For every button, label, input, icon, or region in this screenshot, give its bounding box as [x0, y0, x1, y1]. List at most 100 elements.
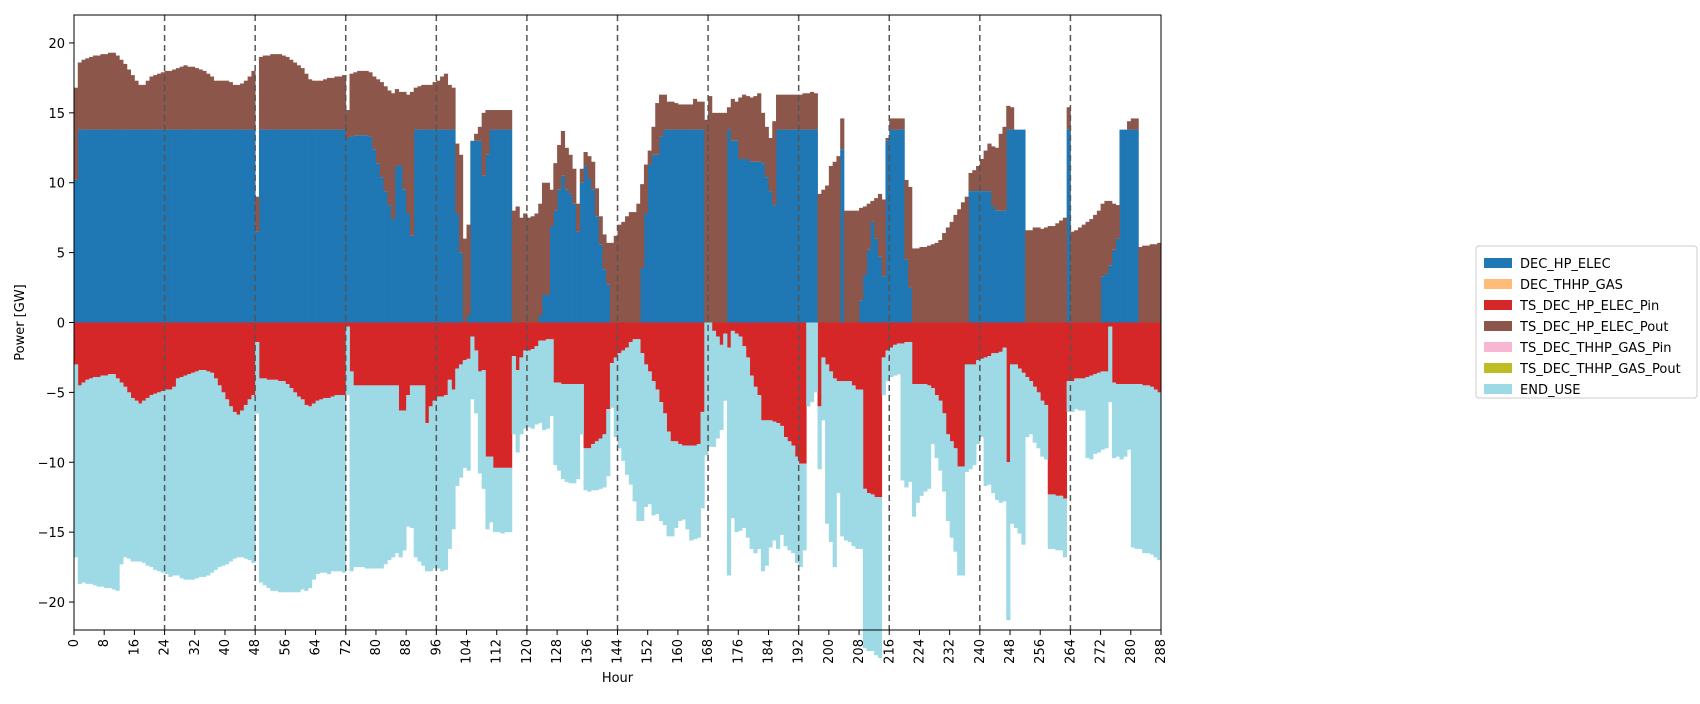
bar-dec_hp_elec [372, 149, 377, 323]
bar-ts_dec_hp_elec_pout [772, 121, 777, 206]
bar-ts_dec_hp_elec_pin [292, 322, 298, 393]
bar-ts_dec_hp_elec_pout [991, 146, 996, 207]
x-axis-title: Hour [602, 671, 634, 686]
bar-ts_dec_hp_elec_pout [885, 138, 890, 141]
bar-end_use [440, 396, 445, 572]
bar-dec_hp_elec [398, 165, 403, 323]
bar-dec_hp_elec [217, 129, 222, 323]
bar-dec_hp_elec [659, 136, 664, 323]
bar-dec_hp_elec [338, 129, 343, 323]
bar-end_use [357, 385, 362, 568]
bar-dec_hp_elec [862, 274, 867, 323]
bar-ts_dec_hp_elec_pin [681, 322, 686, 446]
bar-dec_hp_elec [749, 161, 754, 323]
bar-dec_hp_elec [323, 129, 328, 323]
bar-ts_dec_hp_elec_pin [270, 322, 275, 380]
bar-dec_hp_elec [406, 213, 411, 323]
bar-ts_dec_hp_elec_pin [538, 322, 543, 341]
bar-end_use [1089, 375, 1094, 460]
x-axis-ticks: 0 8 16 24 32 40 48 56 64 72 80 88 96 104 112 120 128 136 1… [67, 630, 1169, 664]
bar-dec_hp_elec [100, 129, 105, 323]
bar-end_use [236, 414, 241, 558]
bar-end_use [138, 403, 143, 562]
bar-dec_hp_elec [881, 276, 886, 323]
bar-ts_dec_hp_elec_pin [591, 322, 596, 445]
bar-ts_dec_hp_elec_pout [451, 87, 456, 130]
bar-ts_dec_hp_elec_pout [904, 179, 909, 260]
bar-end_use [270, 379, 275, 591]
bar-ts_dec_hp_elec_pout [674, 103, 679, 130]
bar-ts_dec_hp_elec_pin [628, 322, 633, 343]
bar-dec_hp_elec [1066, 129, 1071, 323]
bar-end_use [375, 385, 381, 569]
x-tick-label: 272 [1094, 639, 1109, 664]
bar-ts_dec_hp_elec_pin [481, 322, 486, 371]
bar-end_use [345, 326, 350, 396]
bar-end_use [326, 397, 332, 575]
bar-ts_dec_hp_elec_pin [1040, 322, 1045, 401]
legend-box [1475, 245, 1698, 399]
bar-ts_dec_hp_elec_pin [81, 322, 86, 383]
bar-ts_dec_hp_elec_pout [968, 172, 973, 192]
bar-dec_hp_elec [319, 129, 324, 323]
bar-ts_dec_hp_elec_pin [757, 322, 762, 396]
bar-ts_dec_hp_elec_pout [606, 242, 611, 285]
bar-end_use [1108, 326, 1113, 403]
bar-dec_hp_elec [428, 129, 433, 323]
bar-end_use [134, 400, 139, 562]
bar-end_use [334, 395, 339, 572]
bar-end_use [628, 342, 633, 485]
bar-end_use [998, 351, 1003, 503]
bar-ts_dec_hp_elec_pout [311, 80, 316, 130]
bar-ts_dec_hp_elec_pin [406, 322, 411, 396]
x-tick-label: 0 [67, 639, 82, 647]
bar-ts_dec_hp_elec_pin [1002, 322, 1007, 348]
bar-ts_dec_hp_elec_pin [534, 322, 539, 347]
bar-ts_dec_hp_elec_pout [232, 84, 237, 130]
bar-ts_dec_hp_elec_pout [1044, 227, 1049, 323]
bar-end_use [85, 379, 90, 584]
bar-dec_hp_elec [568, 193, 573, 323]
bar-end_use [1059, 495, 1064, 551]
bar-ts_dec_hp_elec_pin [602, 322, 607, 435]
bar-end_use [609, 363, 615, 408]
bar-dec_hp_elec [734, 140, 739, 323]
bar-ts_dec_hp_elec_pout [458, 154, 464, 253]
bar-end_use [353, 385, 358, 568]
bar-dec_hp_elec [1130, 129, 1135, 323]
bar-end_use [206, 371, 211, 576]
bar-end_use [1040, 400, 1045, 457]
bar-end_use [643, 364, 649, 507]
bar-ts_dec_hp_elec_pin [338, 322, 343, 396]
bar-ts_dec_hp_elec_pout [258, 56, 264, 130]
x-tick-label: 56 [278, 639, 293, 656]
bar-ts_dec_hp_elec_pin [304, 322, 309, 405]
bar-dec_hp_elec [538, 315, 543, 323]
bar-dec_hp_elec [236, 129, 241, 323]
bar-ts_dec_hp_elec_pin [1081, 322, 1086, 379]
bar-ts_dec_hp_elec_pin [938, 322, 943, 401]
bar-ts_dec_hp_elec_pout [247, 76, 252, 130]
bar-ts_dec_hp_elec_pin [715, 322, 720, 337]
bar-dec_hp_elec [587, 178, 592, 323]
bar-dec_hp_elec [77, 129, 82, 323]
bar-dec_hp_elec [1021, 129, 1026, 323]
bar-dec_hp_elec [791, 129, 796, 323]
bar-ts_dec_hp_elec_pout [383, 86, 388, 192]
bar-ts_dec_hp_elec_pin [866, 322, 871, 494]
bar-ts_dec_hp_elec_pin [160, 322, 165, 391]
bar-end_use [157, 392, 162, 572]
bar-end_use [391, 385, 396, 558]
legend-swatch [1484, 258, 1512, 268]
legend-swatch [1484, 300, 1512, 310]
bar-ts_dec_hp_elec_pin [368, 322, 373, 386]
bar-dec_hp_elec [89, 129, 94, 323]
bar-ts_dec_hp_elec_pin [677, 322, 683, 445]
bar-ts_dec_hp_elec_pin [621, 322, 626, 351]
bar-end_use [719, 344, 724, 431]
bar-dec_hp_elec [262, 129, 267, 323]
bar-ts_dec_hp_elec_pin [643, 322, 649, 365]
bar-dec_hp_elec [545, 294, 550, 323]
bar-end_use [1017, 368, 1022, 534]
bar-end_use [111, 374, 116, 590]
